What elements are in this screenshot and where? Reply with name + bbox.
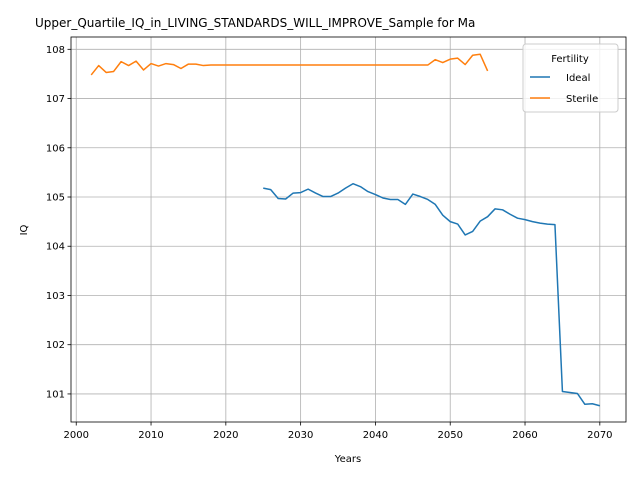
y-tick-label: 101	[46, 389, 65, 400]
legend-box	[522, 43, 619, 113]
x-tick-label: 2030	[288, 430, 313, 441]
series-lines	[90, 53, 601, 407]
x-tick-label: 2020	[213, 430, 238, 441]
x-tick-label: 2040	[363, 430, 388, 441]
x-axis-title: Years	[334, 454, 361, 465]
plot-frame	[70, 36, 627, 423]
y-tick-label: 106	[46, 143, 65, 154]
y-tick-label: 107	[46, 94, 65, 105]
chart-title: Upper_Quartile_IQ_in_LIVING_STANDARDS_WI…	[35, 16, 475, 30]
y-tick-label: 105	[46, 193, 65, 204]
y-tick-label: 102	[46, 340, 65, 351]
legend-title: Fertility	[551, 54, 589, 65]
series-line-sterile	[90, 53, 489, 76]
legend-label-sterile: Sterile	[566, 94, 598, 105]
y-tick-label: 103	[46, 291, 65, 302]
legend: Fertility Ideal Sterile	[522, 43, 619, 113]
axes: 2000 2010 2020 2030 2040 2050 2060 2070 101 102 10…	[46, 36, 627, 441]
y-tick-label: 104	[46, 242, 65, 253]
x-tick-label: 2010	[138, 430, 163, 441]
legend-label-ideal: Ideal	[566, 73, 590, 84]
series-line-ideal	[263, 182, 601, 407]
x-tick-label: 2050	[437, 430, 462, 441]
x-tick-label: 2070	[587, 430, 612, 441]
y-axis-title: IQ	[19, 224, 30, 235]
x-tick-label: 2000	[64, 430, 89, 441]
y-tick-label: 108	[46, 45, 65, 56]
x-tick-label: 2060	[512, 430, 537, 441]
